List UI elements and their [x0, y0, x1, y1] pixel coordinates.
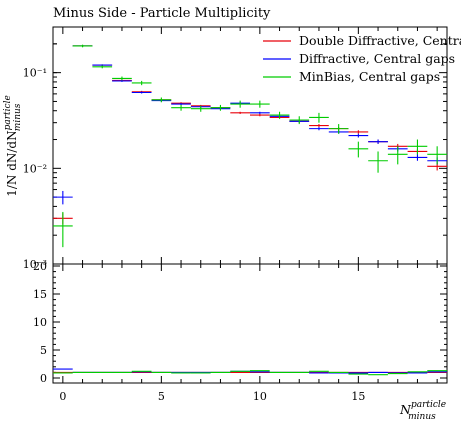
axis-ticks: 0 5 10 15 10⁻³ 10⁻² 10⁻¹ 0 5 10 15 20	[23, 27, 447, 403]
y-tick-label: 10⁻¹	[23, 67, 47, 80]
x-tick-label: 10	[253, 390, 267, 403]
ratio-tick-label: 10	[33, 316, 47, 329]
chart-title: Minus Side - Particle Multiplicity	[53, 6, 271, 21]
ratio-tick-label: 20	[33, 260, 47, 273]
y-tick-label: 10⁻³	[23, 258, 47, 271]
y-axis-label: 1/N dN/dNparticleminus	[3, 95, 23, 197]
x-tick-label: 0	[59, 390, 66, 403]
ratio-tick-label: 0	[40, 372, 47, 385]
ratio-tick-label: 15	[33, 288, 47, 301]
legend-label-double-diffractive: Double Diffractive, Central gaps	[299, 33, 461, 48]
ratio-panel-frame	[52, 263, 448, 384]
ratio-panel-marks	[53, 368, 447, 376]
legend: Double Diffractive, Central gaps Diffrac…	[263, 33, 461, 84]
x-axis-label: Nparticle minus	[399, 400, 446, 422]
x-tick-label: 5	[158, 390, 165, 403]
x-tick-label: 15	[351, 390, 365, 403]
main-panel-marks	[53, 44, 447, 248]
legend-label-diffractive: Diffractive, Central gaps	[299, 51, 455, 66]
legend-label-minbias: MinBias, Central gaps	[299, 69, 440, 84]
ratio-tick-label: 5	[40, 344, 47, 357]
svg-text:1/N dN/dNparticleminus: 1/N dN/dNparticleminus	[3, 95, 23, 197]
y-tick-label: 10⁻²	[23, 162, 47, 175]
